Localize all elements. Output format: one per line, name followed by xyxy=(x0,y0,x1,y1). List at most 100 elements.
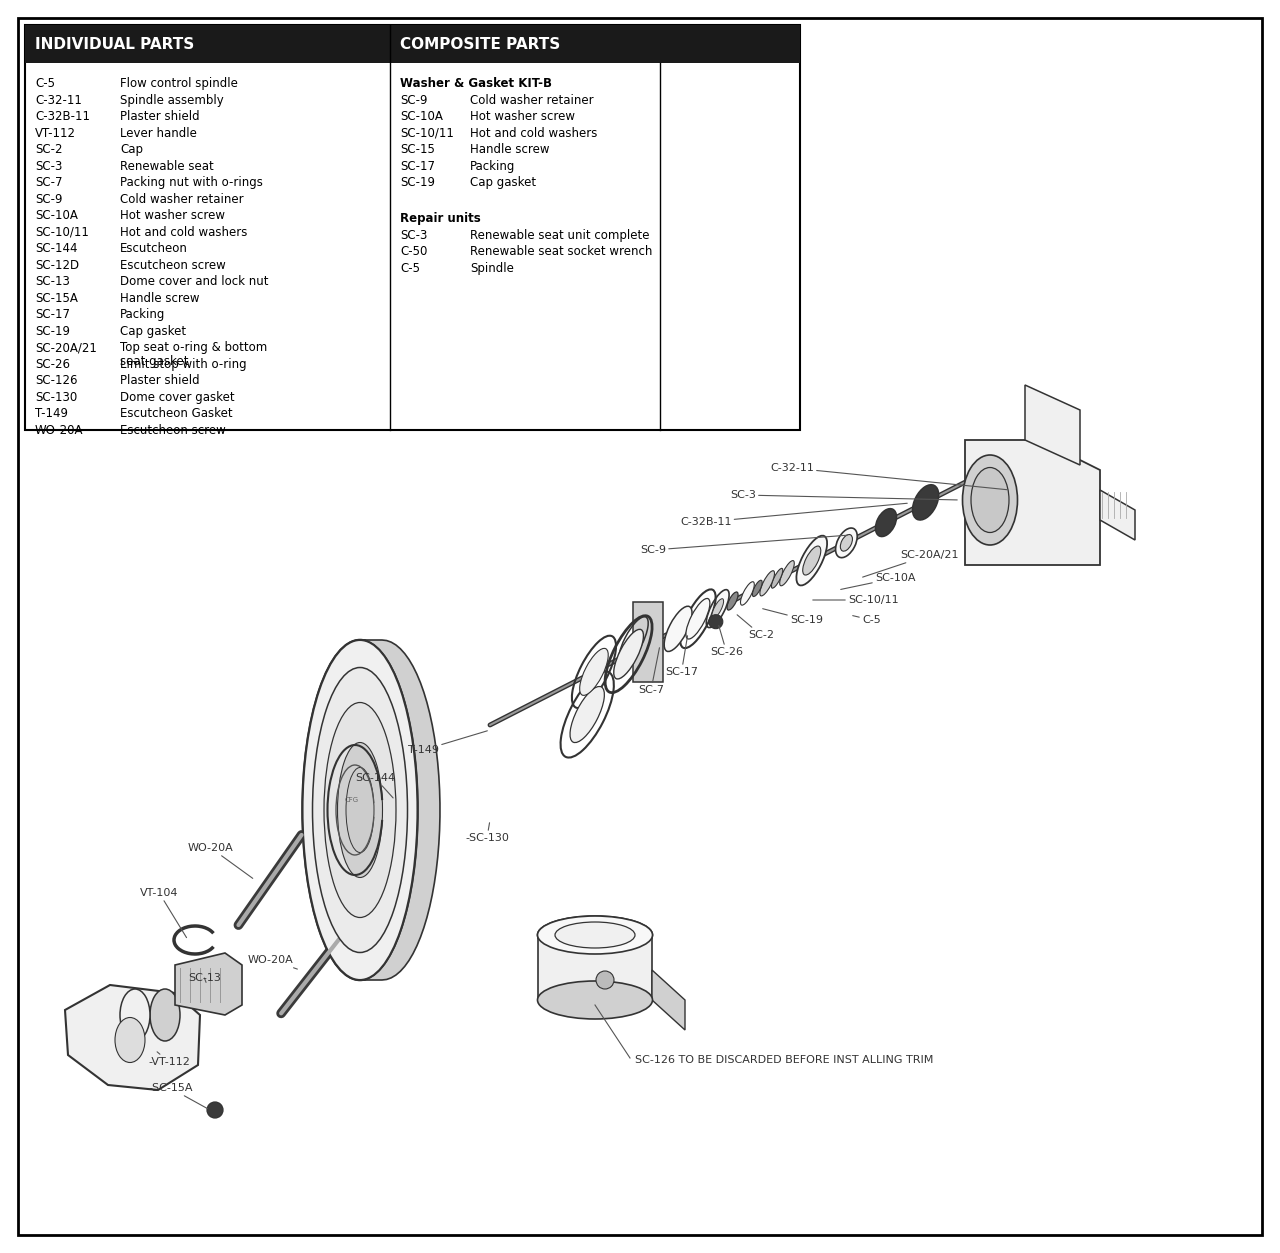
Ellipse shape xyxy=(876,509,896,536)
Text: Hot and cold washers: Hot and cold washers xyxy=(470,127,598,139)
Bar xyxy=(26,25,800,63)
Text: SC-10A: SC-10A xyxy=(401,110,443,123)
Text: C-50: C-50 xyxy=(401,246,428,258)
Text: SC-20A/21: SC-20A/21 xyxy=(35,341,97,355)
Ellipse shape xyxy=(727,591,739,610)
Ellipse shape xyxy=(613,629,644,679)
Ellipse shape xyxy=(302,640,417,980)
Text: SC-3: SC-3 xyxy=(35,159,63,173)
Ellipse shape xyxy=(972,467,1009,533)
Text: SC-15: SC-15 xyxy=(401,143,435,157)
Text: Renewable seat socket wrench: Renewable seat socket wrench xyxy=(470,246,653,258)
Text: C-5: C-5 xyxy=(852,615,881,625)
Polygon shape xyxy=(1100,490,1135,540)
Text: SC-3: SC-3 xyxy=(401,229,428,242)
Text: SC-26: SC-26 xyxy=(710,625,742,657)
Text: SC-10/11: SC-10/11 xyxy=(401,127,454,139)
Text: SC-10A: SC-10A xyxy=(35,209,78,222)
Text: Handle screw: Handle screw xyxy=(120,292,200,304)
Circle shape xyxy=(596,971,614,989)
Text: Cap: Cap xyxy=(120,143,143,157)
Polygon shape xyxy=(65,985,200,1090)
Text: SC-13: SC-13 xyxy=(188,974,221,984)
Text: T-149: T-149 xyxy=(408,730,488,756)
Text: Escutcheon screw: Escutcheon screw xyxy=(120,424,225,436)
Ellipse shape xyxy=(538,916,653,954)
Text: Cold washer retainer: Cold washer retainer xyxy=(120,193,243,205)
Ellipse shape xyxy=(913,485,938,520)
Text: Plaster shield: Plaster shield xyxy=(120,110,200,123)
Text: seat gasket: seat gasket xyxy=(120,355,188,368)
Text: SC-9: SC-9 xyxy=(401,94,428,107)
Text: C-5: C-5 xyxy=(401,262,420,274)
Ellipse shape xyxy=(753,580,762,596)
Text: Spindle: Spindle xyxy=(470,262,513,274)
Text: SC-12D: SC-12D xyxy=(35,258,79,272)
Polygon shape xyxy=(634,601,663,682)
Ellipse shape xyxy=(841,535,852,551)
Ellipse shape xyxy=(338,743,383,877)
Polygon shape xyxy=(965,440,1100,565)
Ellipse shape xyxy=(836,528,858,558)
Ellipse shape xyxy=(302,640,417,980)
Bar xyxy=(538,935,652,1000)
Polygon shape xyxy=(538,935,652,1000)
Text: SC-2: SC-2 xyxy=(737,615,774,640)
Text: Cap gasket: Cap gasket xyxy=(470,175,536,189)
Text: COMPOSITE PARTS: COMPOSITE PARTS xyxy=(401,36,561,51)
Text: VT-112: VT-112 xyxy=(35,127,76,139)
Text: Renewable seat: Renewable seat xyxy=(120,159,214,173)
Text: C-32-11: C-32-11 xyxy=(771,464,1007,490)
Text: SC-7: SC-7 xyxy=(637,648,664,695)
Ellipse shape xyxy=(686,599,710,639)
Text: Hot and cold washers: Hot and cold washers xyxy=(120,226,247,238)
Text: C-32-11: C-32-11 xyxy=(35,94,82,107)
Polygon shape xyxy=(1025,385,1080,465)
Text: Escutcheon Gasket: Escutcheon Gasket xyxy=(120,407,233,420)
Text: -VT-112: -VT-112 xyxy=(148,1051,189,1068)
Ellipse shape xyxy=(538,916,653,954)
Polygon shape xyxy=(652,970,685,1030)
Text: SC-19: SC-19 xyxy=(763,609,823,625)
Text: C-5: C-5 xyxy=(35,76,55,90)
Bar xyxy=(26,25,800,430)
Text: Washer & Gasket KIT-B: Washer & Gasket KIT-B xyxy=(401,76,552,90)
Polygon shape xyxy=(360,640,440,980)
Text: SC-126: SC-126 xyxy=(35,373,78,387)
Text: WO-20A: WO-20A xyxy=(248,955,297,969)
Text: T-149: T-149 xyxy=(35,407,68,420)
Text: SC-10/11: SC-10/11 xyxy=(35,226,88,238)
Ellipse shape xyxy=(664,606,692,652)
Text: SC-9: SC-9 xyxy=(640,535,847,555)
Text: SC-10/11: SC-10/11 xyxy=(813,595,899,605)
Text: Cap gasket: Cap gasket xyxy=(120,325,186,337)
Ellipse shape xyxy=(796,535,827,585)
Text: SC-17: SC-17 xyxy=(401,159,435,173)
Text: WO-20A: WO-20A xyxy=(188,843,252,878)
Text: SC-126 TO BE DISCARDED BEFORE INST ALLING TRIM: SC-126 TO BE DISCARDED BEFORE INST ALLIN… xyxy=(635,1055,933,1065)
Text: Dome cover and lock nut: Dome cover and lock nut xyxy=(120,274,269,288)
Text: SC-130: SC-130 xyxy=(35,391,77,403)
Text: WO-20A: WO-20A xyxy=(35,424,83,436)
Ellipse shape xyxy=(780,560,795,586)
Text: Renewable seat unit complete: Renewable seat unit complete xyxy=(470,229,649,242)
Text: Hot washer screw: Hot washer screw xyxy=(120,209,225,222)
Ellipse shape xyxy=(538,981,653,1019)
Text: SC-13: SC-13 xyxy=(35,274,70,288)
Text: SC-7: SC-7 xyxy=(35,175,63,189)
Ellipse shape xyxy=(150,989,180,1041)
Text: Flow control spindle: Flow control spindle xyxy=(120,76,238,90)
Text: Dome cover gasket: Dome cover gasket xyxy=(120,391,234,403)
Ellipse shape xyxy=(803,546,820,575)
Text: Hot washer screw: Hot washer screw xyxy=(470,110,575,123)
Text: SC-3: SC-3 xyxy=(730,490,957,500)
Text: SC-144: SC-144 xyxy=(355,773,396,798)
Text: SC-10A: SC-10A xyxy=(841,573,915,589)
Circle shape xyxy=(207,1101,223,1118)
Ellipse shape xyxy=(741,581,754,605)
Text: SC-9: SC-9 xyxy=(35,193,63,205)
Text: Handle screw: Handle screw xyxy=(470,143,549,157)
Ellipse shape xyxy=(580,648,608,695)
Text: Top seat o-ring & bottom: Top seat o-ring & bottom xyxy=(120,341,268,355)
Text: Cold washer retainer: Cold washer retainer xyxy=(470,94,594,107)
